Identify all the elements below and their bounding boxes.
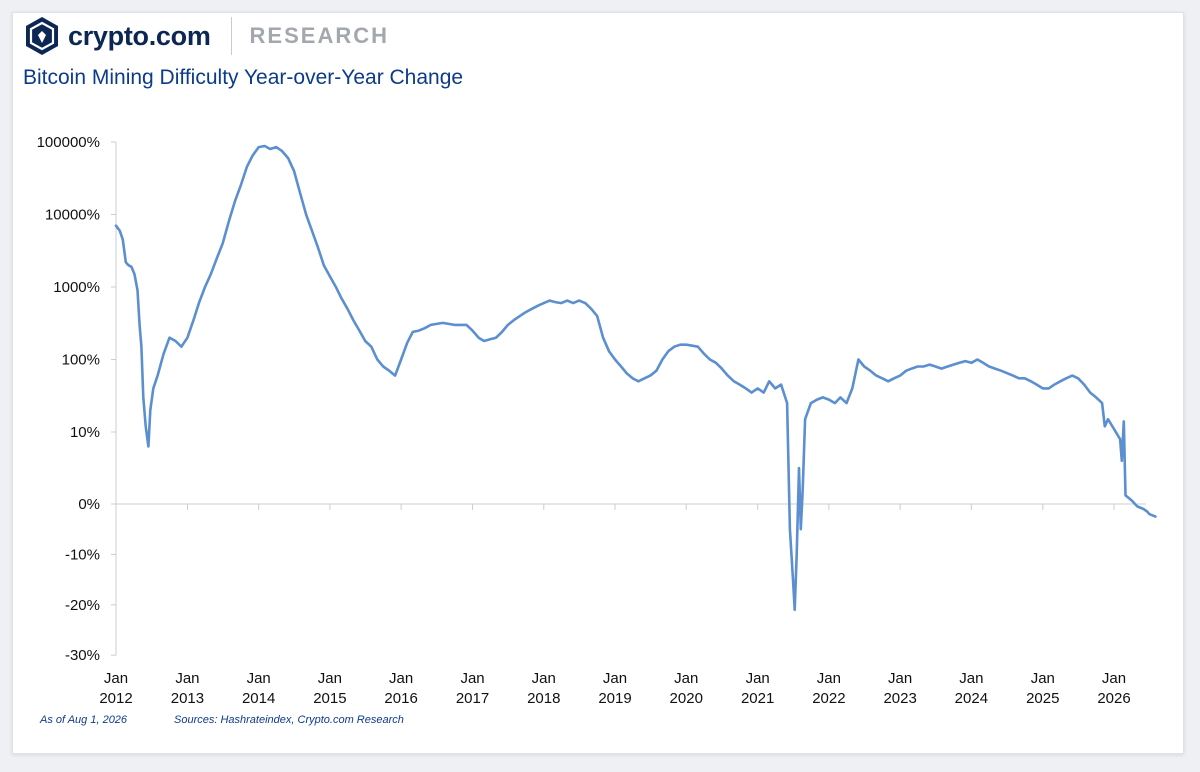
y-tick-label: -30% [65,647,100,664]
plot-area [114,144,1157,612]
y-tick-label: 10000% [45,207,100,224]
x-tick-label: 2017 [456,690,489,707]
x-tick-label: Jan [460,670,484,687]
x-tick-label: Jan [318,670,342,687]
x-tick-label: 2026 [1097,690,1130,707]
x-tick-label: 2014 [242,690,275,707]
x-tick-label: 2020 [670,690,703,707]
x-tick-label: 2018 [527,690,560,707]
x-tick-label: Jan [817,670,841,687]
y-tick-label: 10% [70,424,100,441]
x-tick-label: 2012 [99,690,132,707]
x-tick-label: 2013 [171,690,204,707]
y-tick-label: 1000% [53,279,100,296]
chart-card [12,12,1184,754]
x-tick-label: Jan [1031,670,1055,687]
x-tick-label: Jan [247,670,271,687]
x-tick-label: 2024 [955,690,988,707]
x-tick-label: Jan [603,670,627,687]
y-tick-label: -10% [65,546,100,563]
x-tick-label: Jan [746,670,770,687]
x-tick-label: Jan [1102,670,1126,687]
brand-divider [230,17,232,55]
x-tick-label: Jan [888,670,912,687]
y-tick-label: -20% [65,597,100,614]
x-tick-label: Jan [674,670,698,687]
x-tick-label: Jan [104,670,128,687]
chart-title: Bitcoin Mining Difficulty Year-over-Year… [23,66,464,89]
brand-name: crypto.com [68,20,211,51]
footer-sources: Sources: Hashrateindex, Crypto.com Resea… [174,714,404,726]
y-tick-label: 100000% [37,134,100,151]
x-tick-label: 2015 [313,690,346,707]
y-axis: 100000% 10000% 1000% 100% 10% 0% -10% -20% -30% [37,134,117,664]
x-tick-label: Jan [175,670,199,687]
x-tick-label: 2022 [812,690,845,707]
x-tick-label: 2019 [598,690,631,707]
x-tick-label: 2021 [741,690,774,707]
y-tick-label: 100% [62,352,100,369]
x-tick-label: Jan [532,670,556,687]
crypto-com-logo-icon [26,17,58,55]
x-tick-label: 2023 [883,690,916,707]
x-tick-label: 2016 [384,690,417,707]
brand-header: crypto.com RESEARCH [24,14,389,58]
x-tick-label: Jan [389,670,413,687]
footer-as-of: As of Aug 1, 2026 [40,714,128,726]
brand-section: RESEARCH [249,23,390,48]
x-tick-label: 2025 [1026,690,1059,707]
series-line [114,144,1157,612]
y-tick-label: 0% [78,496,100,513]
x-axis: Jan 2012 Jan 2013 Jan 2014 Jan 2015 Jan 2016 Jan 20… [99,503,1146,707]
x-tick-label: Jan [959,670,983,687]
